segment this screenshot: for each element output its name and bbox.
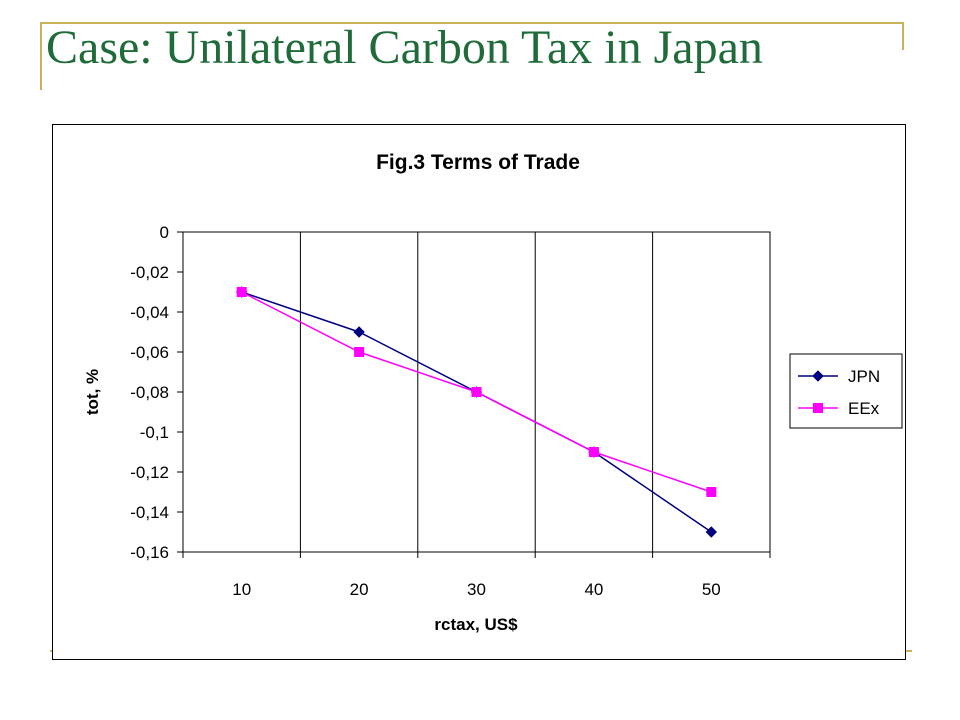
y-tick-label: -0,04 [130,303,169,322]
data-point-eex [471,387,482,397]
y-tick-label: -0,16 [130,543,169,562]
data-point-eex [236,287,247,297]
y-tick-label: -0,06 [130,343,169,362]
legend-marker-eex [813,403,823,413]
legend [789,353,903,429]
legend-label-jpn: JPN [848,367,880,386]
y-tick-label: -0,14 [130,503,169,522]
slide-title: Case: Unilateral Carbon Tax in Japan [46,21,763,74]
data-point-eex [354,347,365,357]
data-point-eex [706,487,717,497]
y-tick-label: -0,12 [130,463,169,482]
chart-title: Fig.3 Terms of Trade [376,151,580,174]
x-tick-label: 10 [232,580,251,599]
y-axis-label: tot, % [83,369,102,415]
data-point-jpn [705,526,718,538]
data-point-eex [588,447,599,457]
legend-marker-jpn [812,370,824,382]
top-right-tick [902,22,904,50]
x-tick-label: 50 [702,580,721,599]
y-tick-label: 0 [160,223,169,242]
left-accent-line [40,22,42,90]
data-point-jpn [353,326,365,338]
legend-label-eex: EEx [848,399,880,418]
y-tick-label: -0,1 [140,423,169,442]
x-axis-label: rctax, US$ [434,615,518,634]
top-accent-line [40,22,904,24]
x-tick-label: 20 [350,580,369,599]
x-tick-label: 40 [584,580,603,599]
y-tick-label: -0,02 [130,263,169,282]
y-tick-label: -0,08 [130,383,169,402]
x-tick-label: 30 [467,580,486,599]
